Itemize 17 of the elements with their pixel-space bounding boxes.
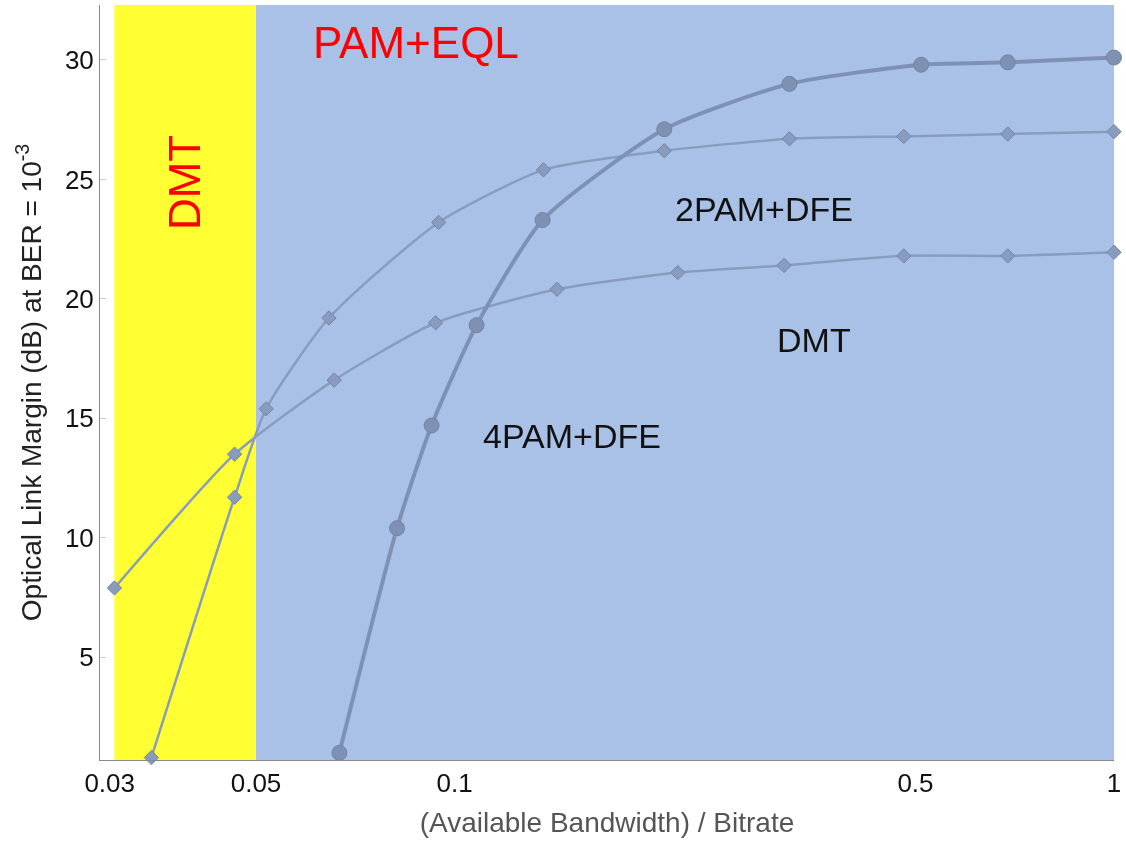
- x-axis-title: (Available Bandwidth) / Bitrate: [419, 807, 795, 839]
- band-label: DMT: [160, 134, 210, 231]
- x-tick-label: 0.1: [436, 768, 473, 799]
- y-tick-label: 25: [64, 164, 94, 195]
- series-label: DMT: [777, 321, 851, 359]
- series-label: 4PAM+DFE: [483, 417, 661, 455]
- y-tick-label: 30: [64, 45, 94, 76]
- y-tick-label: 20: [64, 283, 94, 314]
- x-tick-label: 0.5: [897, 768, 934, 799]
- x-tick-label: 1: [1106, 768, 1122, 799]
- series-label: 2PAM+DFE: [675, 190, 853, 228]
- x-tick-label: 0.03: [84, 768, 136, 799]
- x-tick-label: 0.05: [230, 768, 282, 799]
- band-label: PAM+EQL: [313, 18, 519, 67]
- y-tick-label: 10: [64, 522, 94, 553]
- y-tick-label: 15: [64, 403, 94, 434]
- y-tick-label: 5: [79, 642, 94, 673]
